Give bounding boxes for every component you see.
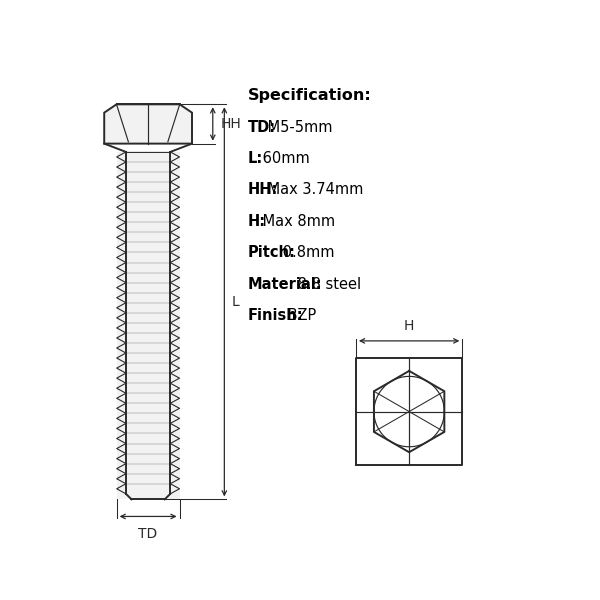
Text: Max 8mm: Max 8mm bbox=[257, 214, 335, 229]
Text: Material:: Material: bbox=[247, 277, 322, 292]
Text: Pitch:: Pitch: bbox=[247, 245, 295, 260]
Text: Finish:: Finish: bbox=[247, 308, 303, 323]
Bar bbox=[116, 152, 179, 499]
Text: HH: HH bbox=[220, 117, 241, 131]
Text: BZP: BZP bbox=[283, 308, 316, 323]
Text: H:: H: bbox=[247, 214, 266, 229]
Text: HH:: HH: bbox=[247, 182, 278, 197]
Text: Specification:: Specification: bbox=[247, 88, 371, 103]
Text: TD:: TD: bbox=[247, 119, 275, 134]
Text: H: H bbox=[404, 319, 415, 334]
Text: Max 3.74mm: Max 3.74mm bbox=[263, 182, 363, 197]
Text: 60mm: 60mm bbox=[257, 151, 310, 166]
Text: TD: TD bbox=[139, 527, 158, 541]
Text: L: L bbox=[232, 295, 239, 309]
Text: L:: L: bbox=[247, 151, 263, 166]
Text: 8.8 steel: 8.8 steel bbox=[293, 277, 361, 292]
Text: M5-5mm: M5-5mm bbox=[263, 119, 332, 134]
Text: 0.8mm: 0.8mm bbox=[278, 245, 335, 260]
Polygon shape bbox=[104, 104, 192, 143]
